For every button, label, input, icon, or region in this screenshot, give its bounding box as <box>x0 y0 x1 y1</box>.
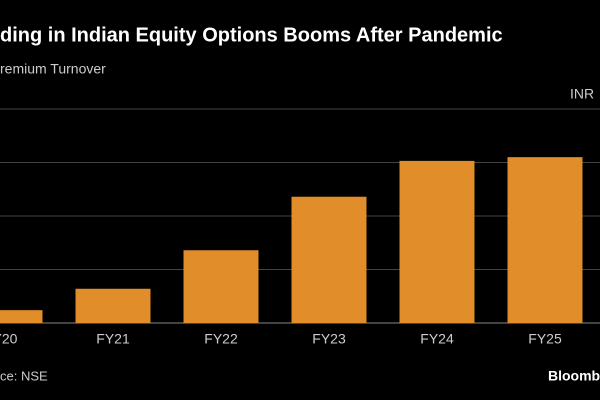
brand: Bloomb <box>548 368 600 384</box>
bar <box>0 310 43 323</box>
bar <box>291 196 367 323</box>
chart-subtitle: remium Turnover <box>0 61 106 77</box>
x-tick-label: Y20 <box>0 331 18 347</box>
x-tick-label: FY24 <box>420 331 454 347</box>
bar <box>399 160 475 323</box>
bar <box>507 157 583 323</box>
bar <box>75 288 151 323</box>
chart-title: ding in Indian Equity Options Booms Afte… <box>0 24 503 46</box>
source: ce: NSE <box>0 368 48 383</box>
bar <box>183 250 259 323</box>
x-tick-label: FY23 <box>312 331 346 347</box>
x-tick-label: FY25 <box>528 331 562 347</box>
unit-label: INR <box>570 86 594 102</box>
x-tick-label: FY21 <box>96 331 130 347</box>
x-tick-label: FY22 <box>204 331 238 347</box>
